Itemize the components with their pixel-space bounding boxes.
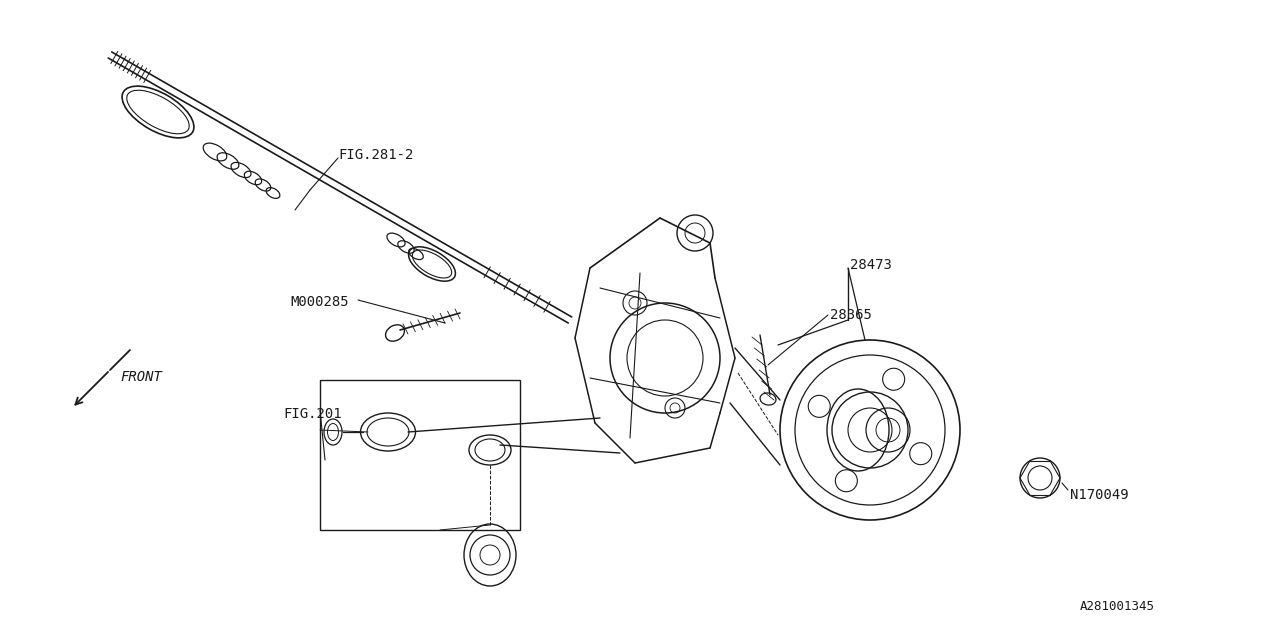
Text: M000285: M000285 [291,295,348,309]
Text: 28365: 28365 [829,308,872,322]
Text: FRONT: FRONT [120,370,161,384]
Text: A281001345: A281001345 [1080,600,1155,613]
Text: FIG.201: FIG.201 [283,407,342,421]
Bar [320,380,520,530]
Text: N170049: N170049 [1070,488,1129,502]
Text: FIG.281-2: FIG.281-2 [338,148,413,162]
Text: 28473: 28473 [850,258,892,272]
